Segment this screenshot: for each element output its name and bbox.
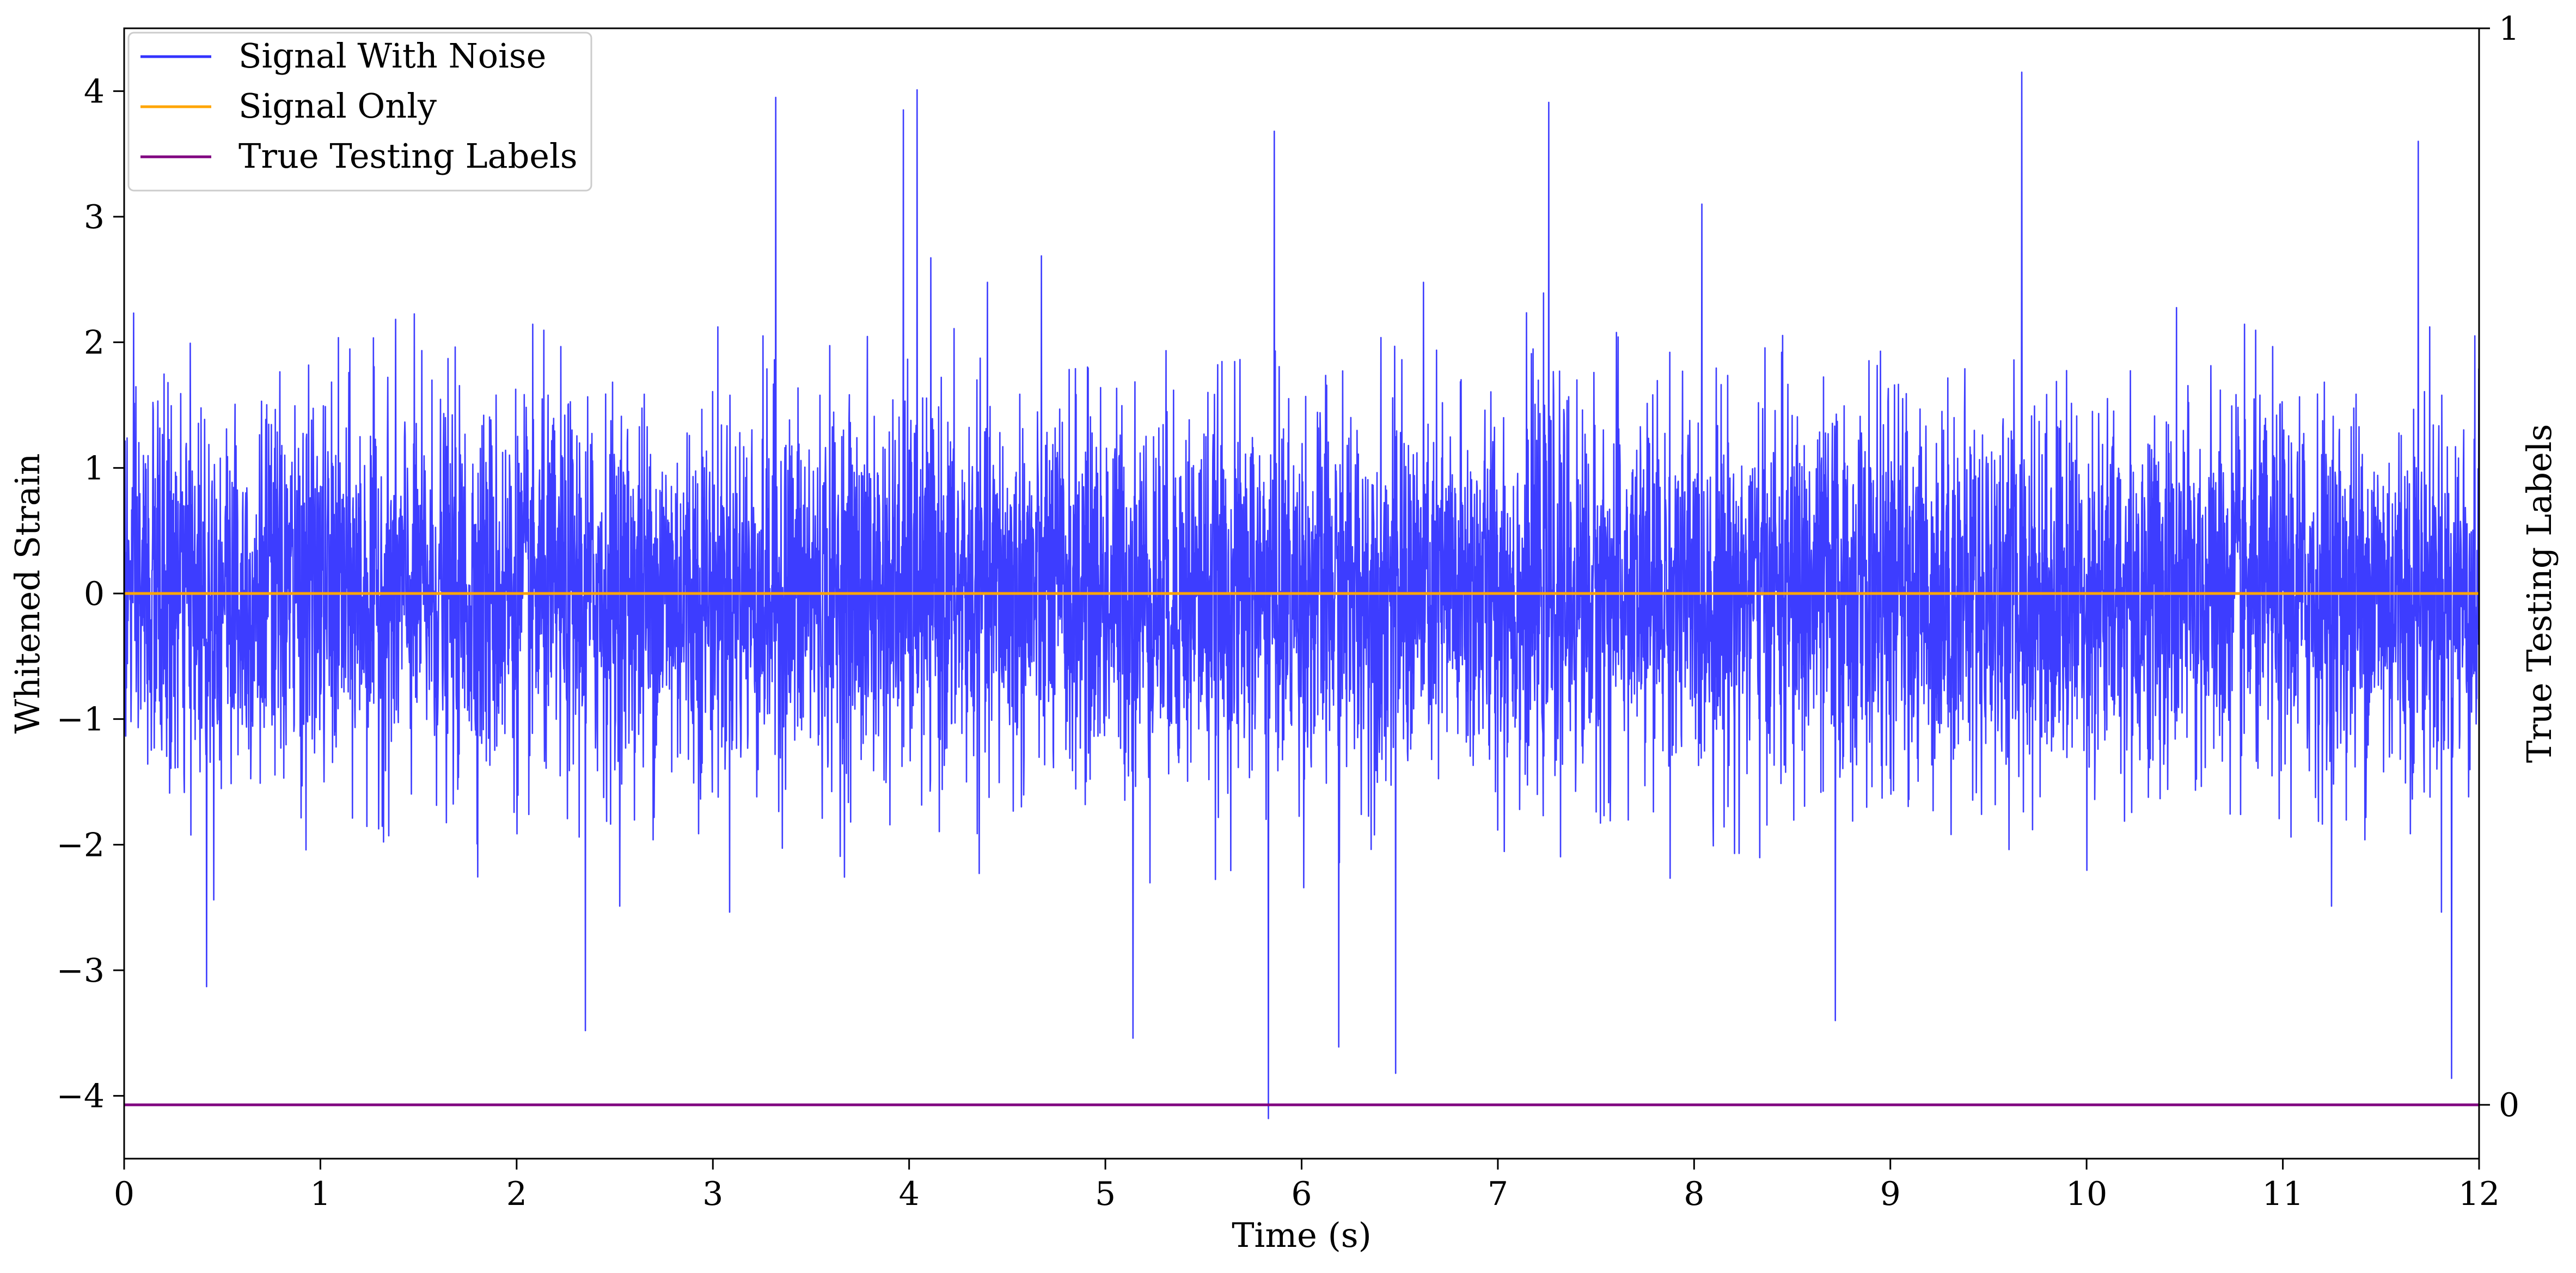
y-tick-label: −2 (57, 826, 105, 864)
y-tick-label: 1 (84, 449, 105, 487)
y-tick-label: −4 (57, 1078, 105, 1116)
y-right-tick-label: 0 (2499, 1086, 2519, 1124)
x-tick-label: 0 (114, 1175, 134, 1213)
y-tick-label: −3 (57, 952, 105, 990)
x-tick-label: 2 (506, 1175, 527, 1213)
y-axis-label: Whitened Strain (8, 454, 47, 734)
flat-series-layer (124, 592, 2479, 1106)
x-tick-label: 5 (1095, 1175, 1116, 1213)
y-tick-label: −1 (57, 701, 105, 739)
x-tick-label: 12 (2458, 1175, 2500, 1213)
x-axis-label: Time (s) (1232, 1215, 1372, 1255)
signal-with-noise-line (123, 71, 2480, 1119)
y-tick-label: 4 (84, 72, 105, 111)
x-tick-label: 8 (1684, 1175, 1704, 1213)
x-tick-label: 9 (1880, 1175, 1901, 1213)
x-tick-label: 6 (1291, 1175, 1312, 1213)
y-tick-label: 2 (84, 324, 105, 362)
legend-entry-signal-only: Signal Only (238, 86, 437, 126)
x-tick-label: 3 (702, 1175, 723, 1213)
signal-with-noise-series (123, 71, 2480, 1119)
x-tick-label: 4 (899, 1175, 920, 1213)
y-right-tick-label: 1 (2499, 10, 2519, 48)
x-tick-label: 1 (310, 1175, 331, 1213)
y-axis-right-label: True Testing Labels (2519, 424, 2559, 763)
x-tick-label: 11 (2262, 1175, 2303, 1213)
y-tick-label: 3 (84, 198, 105, 236)
legend-entry-true-testing-labels: True Testing Labels (238, 136, 578, 176)
y-tick-label: 0 (84, 575, 105, 613)
x-tick-label: 7 (1488, 1175, 1508, 1213)
legend: Signal With Noise Signal Only True Testi… (127, 32, 592, 192)
x-tick-label: 10 (2066, 1175, 2107, 1213)
legend-box (127, 32, 592, 192)
legend-entry-signal-with-noise: Signal With Noise (238, 36, 546, 76)
